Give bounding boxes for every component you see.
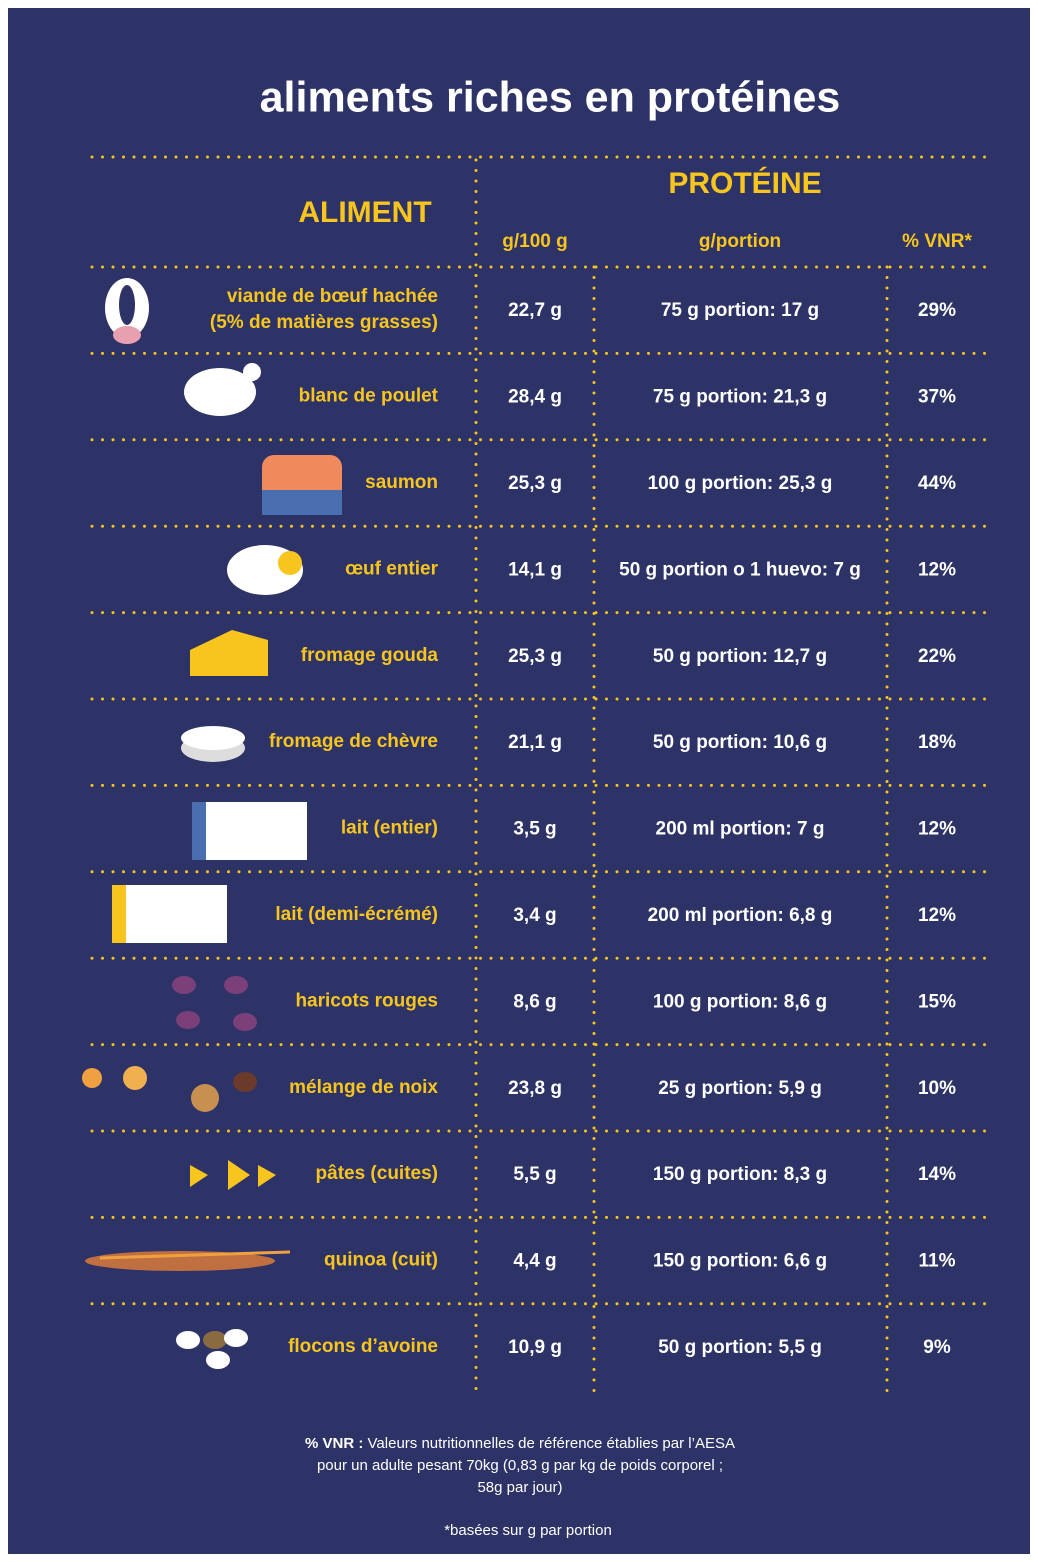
cell: 21,1 g xyxy=(508,732,562,753)
footnote-line: pour un adulte pesant 70kg (0,83 g par k… xyxy=(317,1457,723,1474)
cell: 25,3 g xyxy=(508,646,562,667)
food-name: quinoa (cuit) xyxy=(324,1250,438,1271)
food-name: flocons d’avoine xyxy=(288,1336,438,1357)
footnote-label: % VNR : xyxy=(305,1435,363,1452)
cell: 25 g portion: 5,9 g xyxy=(658,1078,822,1099)
cell: 50 g portion: 12,7 g xyxy=(653,646,827,667)
cell: 37% xyxy=(918,387,956,408)
cell: 200 ml portion: 7 g xyxy=(656,819,825,840)
cell: 4,4 g xyxy=(513,1251,556,1272)
cell: 10% xyxy=(918,1078,956,1099)
food-name: fromage gouda xyxy=(301,645,439,666)
cell: 3,5 g xyxy=(513,819,556,840)
cell: 50 g portion: 5,5 g xyxy=(658,1337,822,1358)
cell: 29% xyxy=(918,300,956,321)
cell: 11% xyxy=(919,1251,956,1272)
cell: 14% xyxy=(918,1164,956,1185)
col-header: ALIMENT xyxy=(298,196,431,229)
title: aliments riches en protéines xyxy=(260,73,841,121)
cell: 23,8 g xyxy=(508,1078,562,1099)
cell: 5,5 g xyxy=(513,1164,556,1185)
cell: 75 g portion: 21,3 g xyxy=(653,387,827,408)
cell: 12% xyxy=(918,905,956,926)
cell: 100 g portion: 8,6 g xyxy=(653,991,827,1012)
cell: 44% xyxy=(918,473,956,494)
cell: 100 g portion: 25,3 g xyxy=(648,473,833,494)
food-name: (5% de matières grasses) xyxy=(210,312,438,333)
cell: 28,4 g xyxy=(508,387,562,408)
cell: 150 g portion: 6,6 g xyxy=(653,1251,827,1272)
cell: 75 g portion: 17 g xyxy=(661,300,819,321)
cell: 150 g portion: 8,3 g xyxy=(653,1164,827,1185)
cell: 12% xyxy=(918,559,956,580)
cell: 12% xyxy=(918,819,956,840)
food-name: mélange de noix xyxy=(289,1077,438,1098)
food-name: haricots rouges xyxy=(295,990,438,1011)
food-name: œuf entier xyxy=(345,558,438,579)
footnote-line: % VNR : Valeurs nutritionnelles de référ… xyxy=(305,1435,735,1452)
col-header: PROTÉINE xyxy=(668,166,821,200)
cell: 8,6 g xyxy=(513,991,556,1012)
cell: 50 g portion: 10,6 g xyxy=(653,732,827,753)
footnote-text: Valeurs nutritionnelles de référence éta… xyxy=(368,1435,735,1452)
infographic: aliments riches en protéines ALIMENT PRO… xyxy=(0,0,1038,1562)
sub-header: g/100 g xyxy=(502,231,567,252)
cell: 9% xyxy=(923,1337,951,1358)
food-name: lait (entier) xyxy=(341,818,438,839)
cell: 10,9 g xyxy=(508,1337,562,1358)
cell: 25,3 g xyxy=(508,473,562,494)
sub-header: % VNR* xyxy=(902,231,972,252)
cell: 200 ml portion: 6,8 g xyxy=(648,905,833,926)
footnote-line: 58g par jour) xyxy=(477,1479,562,1496)
food-name: pâtes (cuites) xyxy=(316,1163,438,1184)
cell: 18% xyxy=(918,732,956,753)
cell: 15% xyxy=(918,991,956,1012)
cell: 22,7 g xyxy=(508,300,562,321)
sub-header: g/portion xyxy=(699,231,781,252)
cell: 14,1 g xyxy=(508,559,562,580)
cell: 50 g portion o 1 huevo: 7 g xyxy=(619,559,861,580)
cell: 22% xyxy=(918,646,956,667)
food-name: saumon xyxy=(365,472,438,493)
food-name: lait (demi-écrémé) xyxy=(275,904,438,925)
food-name: blanc de poulet xyxy=(299,386,439,407)
cell: 3,4 g xyxy=(513,905,556,926)
footnote-note: *basées sur g par portion xyxy=(444,1522,612,1539)
food-name: viande de bœuf hachée xyxy=(227,286,438,307)
food-name: fromage de chèvre xyxy=(269,731,438,752)
